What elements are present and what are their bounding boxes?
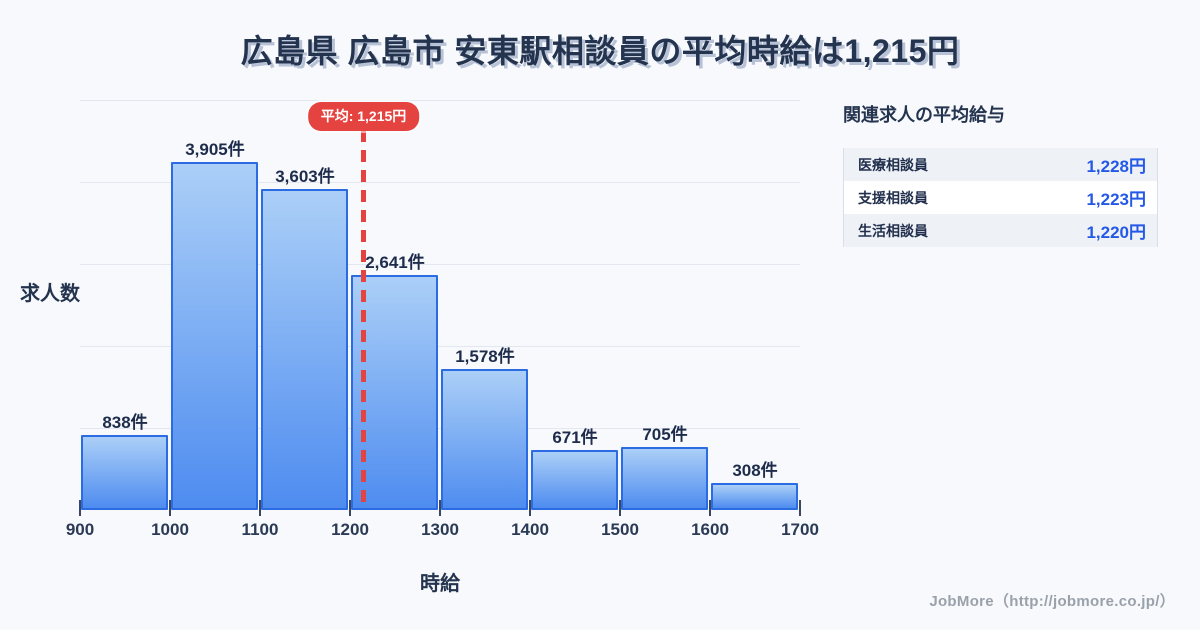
x-tick-label: 1300 [421, 520, 459, 539]
bar-value-label: 705件 [642, 425, 688, 444]
x-tick [439, 500, 441, 516]
bar [531, 450, 618, 510]
bar-value-label: 671件 [552, 428, 598, 447]
y-axis-label: 求人数 [20, 283, 80, 305]
job-value: 1,223円 [1086, 190, 1146, 209]
x-tick-label: 1500 [601, 520, 639, 539]
table-row: 医療相談員 1,228円 [844, 148, 1157, 181]
bar [711, 483, 798, 510]
x-tick [259, 500, 261, 516]
plot-area: 838件 3,905件 3,603件 2,641件 1,578件 671件 705件 308件 [79, 100, 801, 516]
table-row: 生活相談員 1,220円 [844, 214, 1157, 247]
average-line [361, 130, 366, 510]
job-label: 医療相談員 [858, 156, 928, 173]
job-value: 1,228円 [1086, 157, 1146, 176]
x-tick-label: 1100 [241, 520, 279, 539]
panel-title: 関連求人の平均給与 [843, 105, 1005, 125]
x-tick-label: 900 [65, 520, 95, 539]
bar-value-label: 308件 [732, 461, 778, 480]
x-axis-label: 時給 [420, 573, 460, 595]
x-tick [709, 500, 711, 516]
x-tick [529, 500, 531, 516]
job-label: 支援相談員 [858, 189, 928, 206]
salary-table: 医療相談員 1,228円 支援相談員 1,223円 生活相談員 1,220円 [843, 148, 1158, 247]
table-row: 支援相談員 1,223円 [844, 181, 1157, 214]
job-label: 生活相談員 [858, 222, 928, 239]
x-tick-label: 1200 [331, 520, 369, 539]
gridline [80, 264, 800, 265]
x-tick [349, 500, 351, 516]
bar-value-label: 3,603件 [275, 167, 335, 186]
average-badge: 平均: 1,215円 [307, 102, 420, 131]
x-tick [169, 500, 171, 516]
x-tick [799, 500, 801, 516]
gridline [80, 182, 800, 183]
bar-value-label: 2,641件 [365, 253, 425, 272]
bar [261, 189, 348, 510]
gridline [80, 346, 800, 347]
x-tick-label: 1000 [151, 520, 189, 539]
x-tick-label: 1700 [781, 520, 819, 539]
x-tick [79, 500, 81, 516]
x-tick-label: 1600 [691, 520, 729, 539]
bar-value-label: 3,905件 [185, 140, 245, 159]
bar [81, 435, 168, 510]
x-tick-label: 1400 [511, 520, 549, 539]
footer-credit: JobMore（http://jobmore.co.jp/） [929, 593, 1175, 610]
bar [171, 162, 258, 510]
bar-value-label: 838件 [102, 413, 148, 432]
page-title: 広島県 広島市 安東駅相談員の平均時給は1,215円 [240, 33, 960, 69]
gridline [80, 100, 800, 101]
x-tick [619, 500, 621, 516]
gridline [80, 428, 800, 429]
job-value: 1,220円 [1086, 223, 1146, 242]
bar-value-label: 1,578件 [455, 347, 515, 366]
bar [621, 447, 708, 510]
bar [441, 369, 528, 510]
